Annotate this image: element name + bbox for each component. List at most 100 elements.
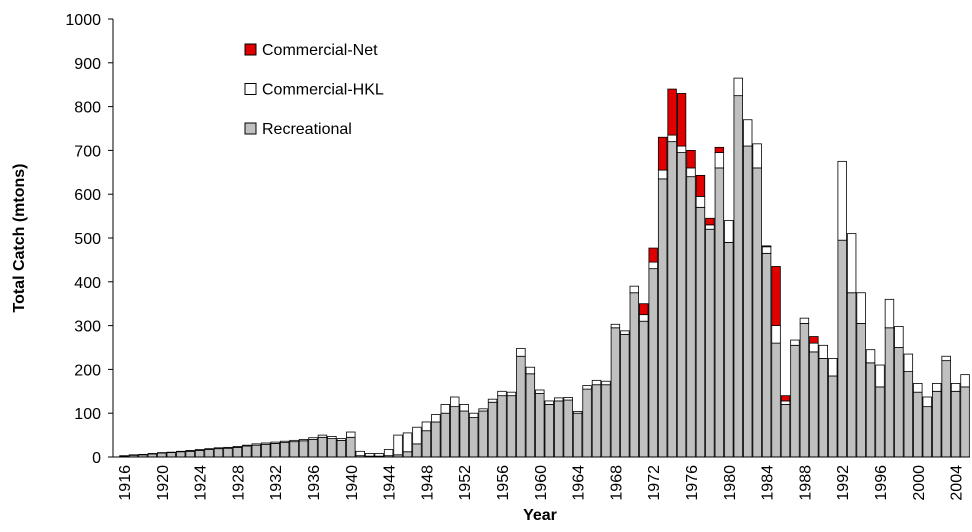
bar-segment [828, 358, 837, 376]
bar-segment [545, 401, 554, 405]
bar-segment [677, 146, 686, 153]
x-tick-label: 1956 [495, 465, 512, 501]
bar-segment [536, 393, 545, 457]
bar-segment [602, 385, 611, 457]
bar-segment [932, 391, 941, 457]
x-tick-label: 1948 [419, 465, 436, 501]
bar-segment [810, 343, 819, 352]
bar-segment [545, 404, 554, 457]
x-tick-label: 1964 [571, 465, 588, 501]
bar-segment [857, 323, 866, 457]
bar-segment [299, 441, 308, 457]
x-tick-label: 1984 [760, 465, 777, 501]
bar-segment [715, 168, 724, 457]
bar-segment [564, 400, 573, 457]
bar-segment [460, 404, 469, 411]
bar-segment [696, 196, 705, 207]
bar-segment [611, 324, 620, 328]
y-tick-label: 100 [74, 406, 101, 423]
bar-segment [810, 337, 819, 344]
bar-segment [621, 334, 630, 457]
bar-segment [847, 234, 856, 293]
legend-label: Commercial-Net [262, 42, 378, 59]
bar-segment [450, 397, 459, 407]
bar-segment [176, 452, 185, 457]
bar-segment [677, 153, 686, 457]
bar-segment [725, 242, 734, 457]
bar-segment [942, 356, 951, 360]
x-tick-label: 1976 [684, 465, 701, 501]
bar-segment [252, 445, 261, 457]
bar-segment [233, 446, 242, 447]
bar-segment [224, 448, 233, 457]
bar-segment [885, 328, 894, 457]
bar-segment [819, 345, 828, 358]
bar-segment [828, 376, 837, 457]
x-tick-label: 1932 [268, 465, 285, 501]
bar-segment [450, 407, 459, 457]
bar-segment [328, 436, 337, 438]
bar-segment [706, 225, 715, 229]
bar-segment [847, 293, 856, 457]
bar-segment [167, 453, 176, 457]
bar-segment [195, 450, 204, 451]
bar-segment [876, 387, 885, 457]
bar-segment [554, 401, 563, 457]
bar-segment [347, 432, 356, 437]
bar-segment [866, 363, 875, 457]
bar-segment [356, 451, 365, 455]
bar-segment [526, 367, 535, 374]
bar-segment [914, 392, 923, 457]
bar-segment [725, 220, 734, 242]
x-tick-label: 1992 [835, 465, 852, 501]
bar-segment [743, 146, 752, 457]
bar-segment [876, 365, 885, 387]
bar-segment [762, 247, 771, 254]
y-tick-label: 700 [74, 143, 101, 160]
bar-segment [800, 318, 809, 323]
bar-segment [186, 451, 195, 457]
bar-segment [564, 397, 573, 400]
bar-segment [318, 435, 327, 437]
bar-segment [469, 418, 478, 457]
y-tick-label: 200 [74, 362, 101, 379]
bar-segment [649, 248, 658, 262]
bar-segment [781, 396, 790, 401]
bar-segment [337, 440, 346, 457]
x-tick-label: 1960 [533, 465, 550, 501]
bar-segment [318, 437, 327, 457]
bar-segment [762, 253, 771, 457]
bar-segment [517, 356, 526, 457]
legend-swatch [245, 123, 256, 134]
bar-segment [290, 440, 299, 441]
y-tick-label: 500 [74, 231, 101, 248]
bar-segment [706, 218, 715, 225]
x-tick-label: 1972 [646, 465, 663, 501]
bar-segment [810, 352, 819, 457]
bar-segment [261, 443, 270, 444]
x-tick-label: 1980 [722, 465, 739, 501]
bar-segment [479, 411, 488, 457]
bar-segment [432, 415, 441, 422]
y-axis-title: Total Catch (mtons) [11, 163, 28, 312]
bar-segment [715, 153, 724, 168]
bar-segment [838, 161, 847, 240]
bar-segment [280, 443, 289, 457]
bar-segment [687, 177, 696, 457]
bar-segment [857, 293, 866, 324]
bar-segment [413, 427, 422, 444]
bar-segment [261, 444, 270, 457]
x-tick-label: 1928 [230, 465, 247, 501]
bar-segment [791, 345, 800, 457]
bar-segment [517, 348, 526, 356]
bar-segment [687, 168, 696, 177]
bar-segment [214, 448, 223, 449]
bar-segment [630, 286, 639, 293]
bar-segment [668, 135, 677, 142]
bar-segment [403, 452, 412, 457]
x-tick-label: 1940 [344, 465, 361, 501]
legend-swatch [245, 84, 256, 95]
bar-segment [413, 444, 422, 457]
x-tick-label: 1916 [117, 465, 134, 501]
bar-segment [611, 328, 620, 457]
